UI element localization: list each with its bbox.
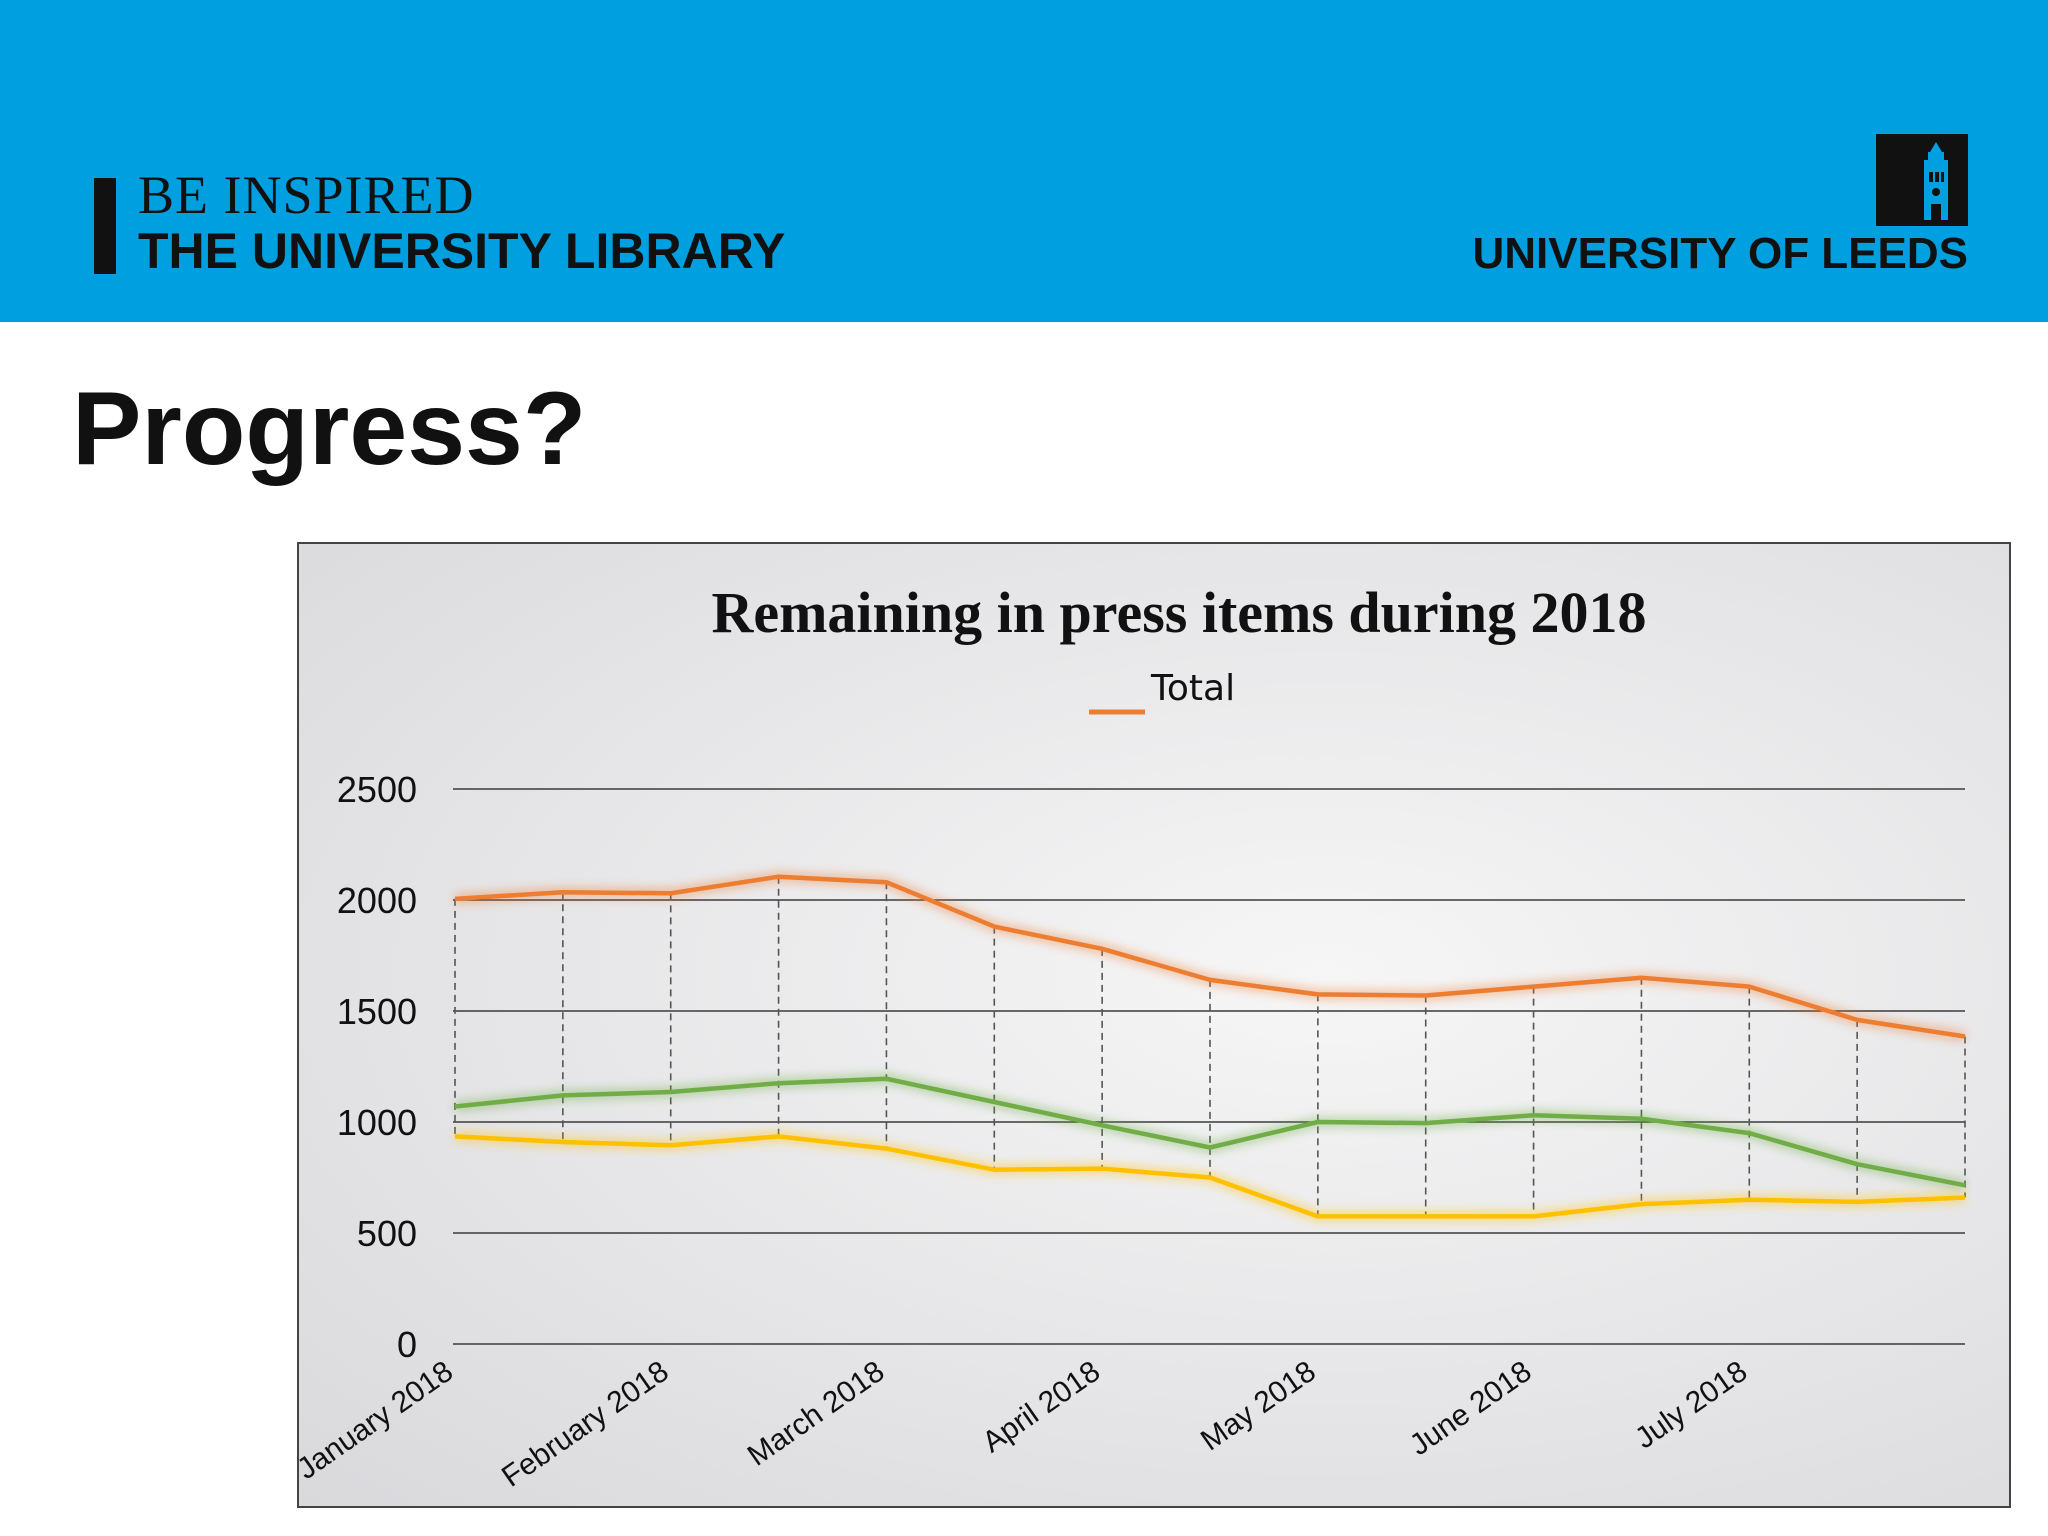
x-tick-label: June 2018 [1404,1355,1538,1462]
x-tick-label: May 2018 [1195,1355,1322,1458]
line-chart: Remaining in press items during 2018 Tot… [299,580,1966,1494]
header-banner: BE INSPIRED THE UNIVERSITY LIBRARY UNIVE… [0,0,2048,322]
library-name: THE UNIVERSITY LIBRARY [138,223,786,279]
y-tick-label: 2000 [337,880,417,921]
university-name: UNIVERSITY OF LEEDS [1472,229,1969,278]
series-line [454,1134,1966,1219]
chart-frame: Remaining in press items during 2018 Tot… [297,542,2011,1508]
grid [453,788,1965,1345]
page-title: Progress? [72,371,587,487]
y-tick-label: 1500 [337,991,417,1032]
x-axis-ticks: January 2018 February 2018 March 2018 April… [299,1355,1753,1494]
y-tick-label: 1000 [337,1102,417,1143]
y-tick-label: 2500 [337,769,417,810]
x-tick-label: July 2018 [1629,1355,1753,1456]
x-tick-label: March 2018 [742,1355,891,1473]
series-line [454,874,1966,1039]
brand-bar [94,178,116,274]
y-tick-label: 500 [357,1213,417,1254]
legend: Total [1089,668,1235,715]
legend-label: Total [1150,668,1235,709]
x-tick-label: April 2018 [977,1355,1107,1460]
x-tick-label: January 2018 [299,1355,459,1486]
y-tick-label: 0 [397,1324,417,1365]
tagline: BE INSPIRED [138,165,475,225]
series-lines [454,871,1966,1222]
university-tower-icon [1876,134,1968,226]
drop-lines [454,876,1966,1217]
series-line [454,1076,1966,1188]
y-axis-ticks: 0 500 1000 1500 2000 2500 [337,769,417,1365]
chart-title: Remaining in press items during 2018 [711,580,1646,645]
x-tick-label: February 2018 [496,1355,675,1494]
